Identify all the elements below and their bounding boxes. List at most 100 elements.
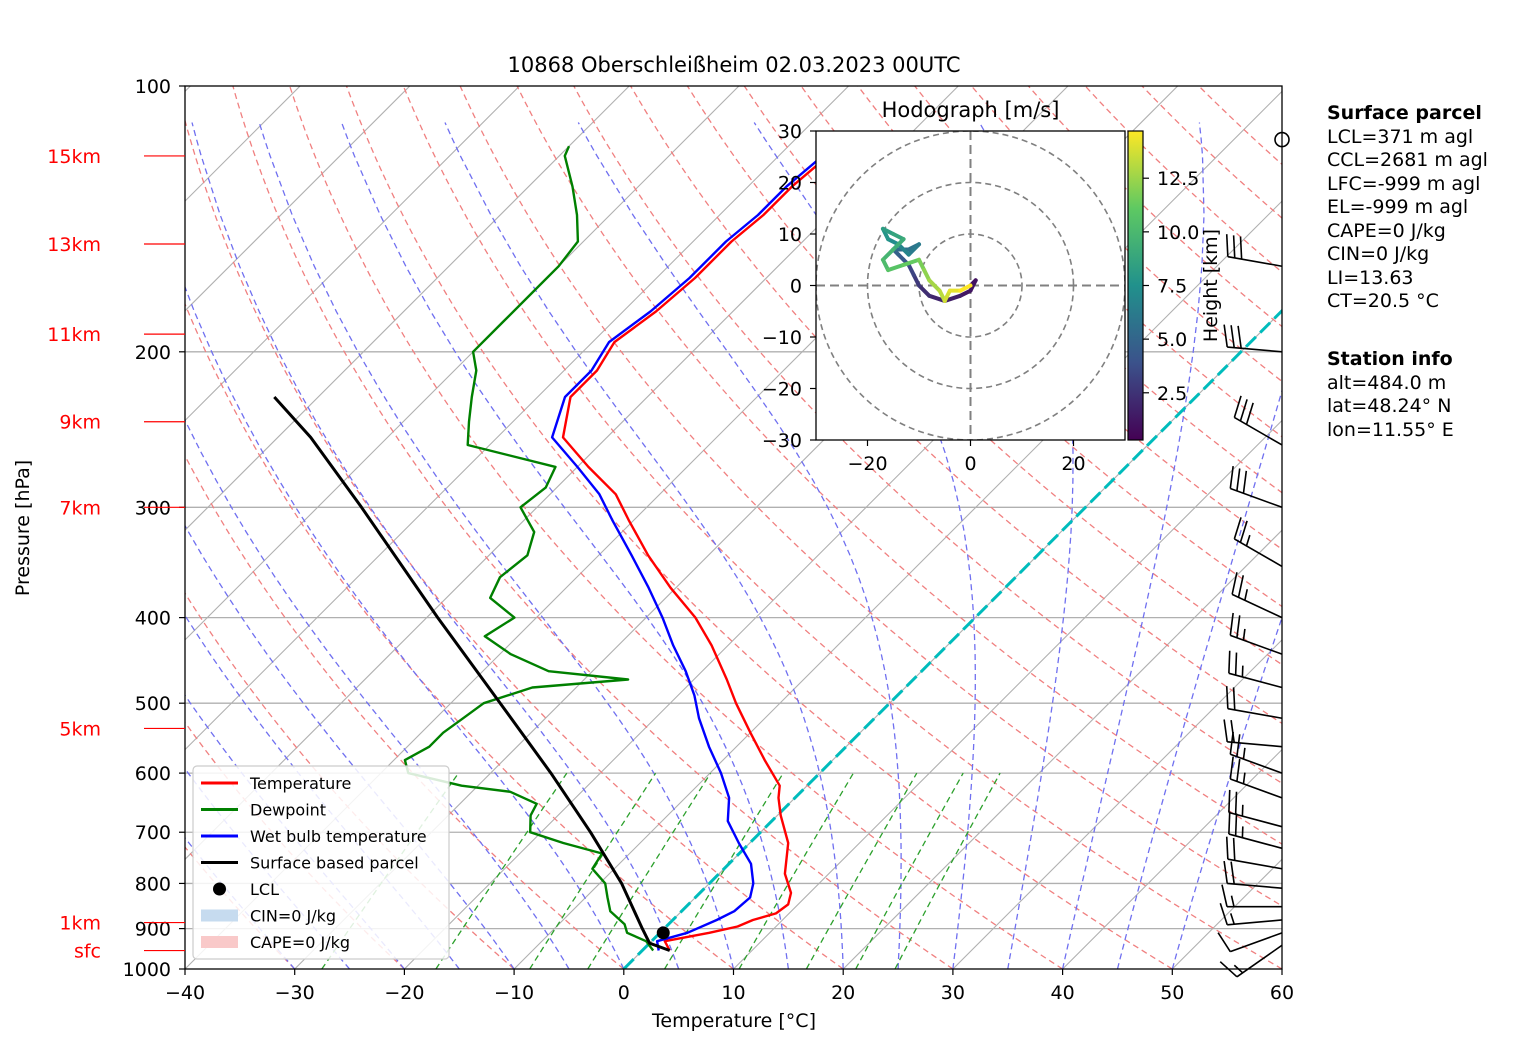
y-tick-label: 900	[135, 919, 171, 941]
legend-label: LCL	[250, 880, 279, 899]
x-tick-label: 60	[1270, 982, 1294, 1004]
surface-parcel-line: CIN=0 J/kg	[1327, 243, 1430, 265]
height-tick-label: 13km	[47, 234, 101, 256]
x-tick-label: 50	[1160, 982, 1184, 1004]
surface-parcel-line: CCL=2681 m agl	[1327, 149, 1488, 171]
dry-adiabat	[289, 86, 1063, 969]
hodograph-y-tick-label: 10	[778, 224, 802, 246]
mixing-ratio-line	[894, 772, 1001, 969]
surface-parcel-line: LFC=-999 m agl	[1327, 172, 1481, 195]
legend-label: CAPE=0 J/kg	[250, 933, 350, 952]
height-tick-label: 9km	[59, 412, 101, 434]
dry-adiabat	[1027, 86, 1282, 328]
hodograph-y-tick-label: −10	[762, 327, 802, 349]
isotherm-line	[842, 529, 1282, 969]
legend-label: Surface based parcel	[250, 854, 419, 873]
mixing-ratio-line	[529, 772, 657, 969]
wind-barb	[1229, 612, 1283, 655]
isotherm-line	[185, 86, 849, 751]
colorbar-tick-label: 2.5	[1157, 383, 1187, 405]
height-tick-label: 1km	[59, 913, 101, 935]
wind-barb	[1225, 836, 1283, 870]
chart-title: 10868 Oberschleißheim 02.03.2023 00UTC	[508, 53, 961, 77]
dry-adiabat	[185, 454, 625, 969]
hodograph-title: Hodograph [m/s]	[882, 98, 1060, 122]
x-tick-label: 0	[618, 982, 630, 1004]
lcl-marker	[656, 926, 670, 940]
y-tick-label: 700	[135, 822, 171, 844]
wind-barb	[1225, 686, 1283, 720]
surface-parcel-line: CT=20.5 °C	[1327, 290, 1439, 312]
dry-adiabat	[800, 86, 1282, 550]
series-line-dewpoint	[403, 145, 655, 952]
x-tick-label: 10	[721, 982, 745, 1004]
legend-label: CIN=0 J/kg	[250, 907, 336, 926]
station-info-box: Station info alt=484.0 m lat=48.24° N lo…	[1327, 348, 1454, 442]
legend-box	[192, 765, 450, 960]
series-line-temperature	[561, 145, 841, 952]
mixing-ratio-line	[805, 772, 918, 969]
surface-parcel-line: LCL=371 m agl	[1327, 125, 1474, 148]
hodograph-x-tick-label: 20	[1061, 453, 1085, 475]
hodograph-trace	[906, 242, 921, 257]
wind-barb	[1231, 572, 1283, 619]
wind-barb	[1228, 789, 1283, 828]
isotherm-line	[185, 86, 630, 531]
isotherm-line	[185, 86, 740, 641]
moist-adiabat	[185, 285, 625, 969]
hodograph-trace	[958, 283, 973, 293]
hodograph-trace	[886, 262, 906, 273]
moist-adiabat	[577, 122, 902, 969]
colorbar-tick-label: 7.5	[1157, 276, 1187, 298]
moist-adiabat	[191, 122, 680, 969]
y-tick-label: 400	[135, 608, 171, 630]
isotherm-line	[733, 419, 1282, 969]
station-info-heading: Station info	[1327, 348, 1453, 370]
y-tick-label: 100	[135, 76, 171, 98]
x-axis-label: Temperature [°C]	[651, 1010, 816, 1032]
legend-swatch	[201, 909, 238, 922]
colorbar-tick-label: 12.5	[1157, 168, 1199, 190]
hodograph-x-tick-label: 0	[964, 453, 976, 475]
hodograph-y-tick-label: −30	[762, 430, 802, 452]
hodograph-trace	[880, 247, 896, 262]
surface-parcel-line: CAPE=0 J/kg	[1327, 219, 1446, 242]
y-tick-label: 200	[135, 342, 171, 364]
height-tick-label: 11km	[47, 324, 101, 346]
isotherm-line	[1062, 748, 1282, 969]
hodograph-trace	[901, 257, 921, 267]
x-tick-label: 30	[941, 982, 965, 1004]
dry-adiabat	[402, 86, 1282, 969]
wind-barb	[1229, 466, 1283, 509]
moist-adiabat	[444, 122, 844, 969]
wind-barb	[1229, 731, 1283, 774]
surface-parcel-line: LI=13.63	[1327, 266, 1414, 289]
wind-barb-calm	[1274, 131, 1290, 148]
hodograph-trace	[896, 242, 911, 257]
wind-barb	[1229, 756, 1283, 799]
x-tick-label: −40	[165, 982, 205, 1004]
y-tick-label: 300	[135, 497, 171, 519]
station-info-line: alt=484.0 m	[1327, 371, 1447, 394]
height-tick-label: 15km	[47, 146, 101, 168]
moist-adiabat	[185, 524, 515, 969]
mixing-ratio-line	[587, 772, 712, 969]
wind-barb	[1228, 811, 1283, 850]
y-tick-label: 600	[135, 763, 171, 785]
wind-barb	[1228, 650, 1283, 689]
surface-parcel-box: Surface parcel LCL=371 m agl CCL=2681 m …	[1327, 102, 1488, 314]
dry-adiabat	[459, 86, 1282, 907]
moist-adiabat	[1116, 388, 1282, 969]
mixing-ratio-line	[435, 772, 568, 969]
y-tick-label: 800	[135, 873, 171, 895]
mixing-ratio-line	[738, 772, 854, 969]
dry-adiabat	[630, 86, 1282, 725]
series-line-wet-bulb-temperature	[550, 145, 836, 951]
isotherm-line	[952, 639, 1282, 969]
hodograph-y-tick-label: 20	[778, 173, 802, 195]
wind-barb	[1221, 884, 1282, 908]
legend-label: Wet bulb temperature	[250, 827, 427, 846]
surface-parcel-line: EL=-999 m agl	[1327, 196, 1469, 218]
y-tick-label: 1000	[123, 959, 171, 981]
